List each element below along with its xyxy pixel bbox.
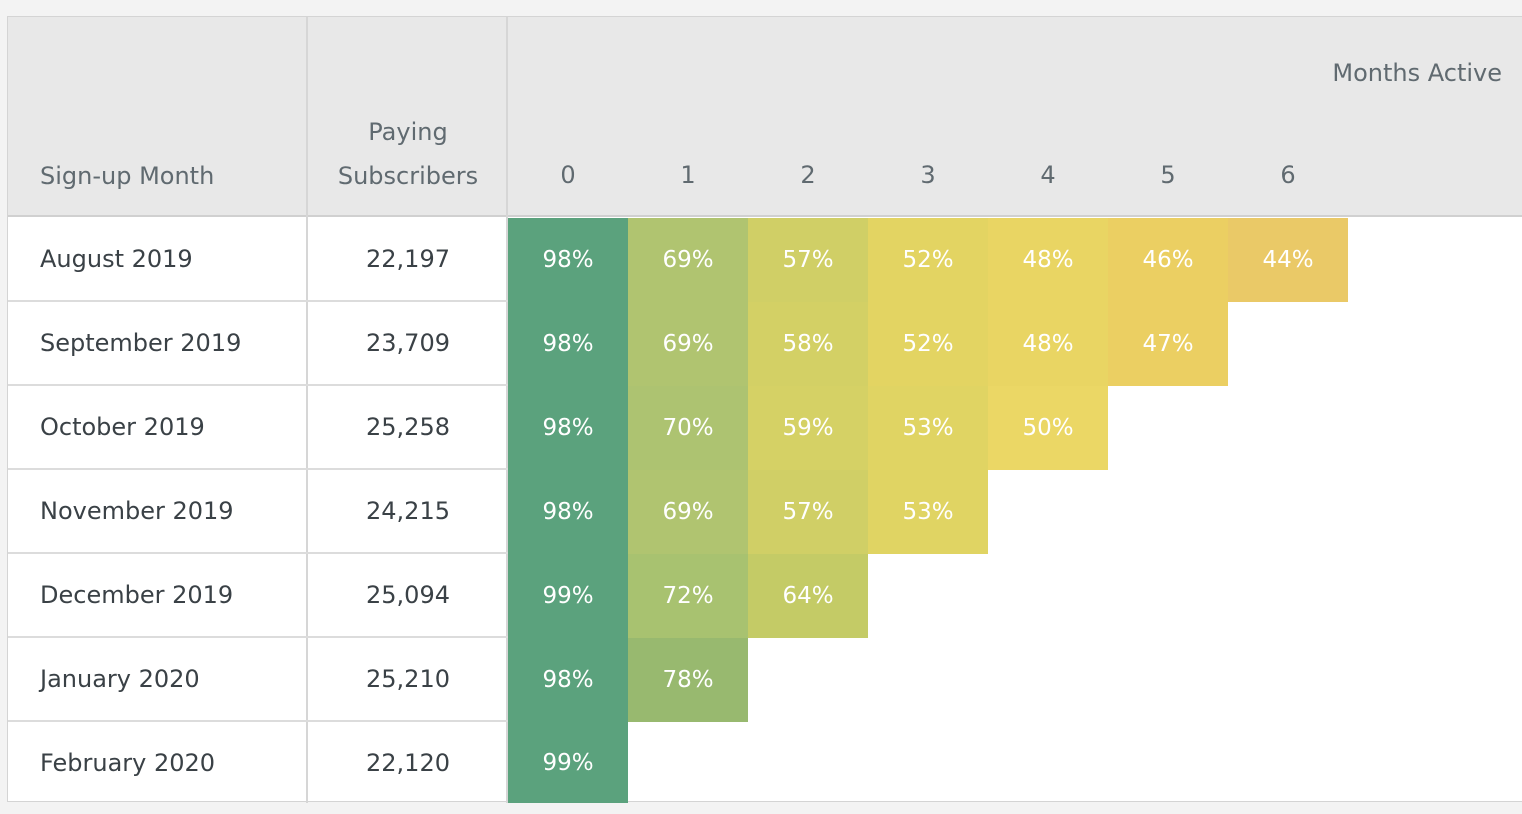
retention-cell: 53% <box>868 386 988 470</box>
retention-cell: 98% <box>508 218 628 302</box>
signup-month-label: October 2019 <box>40 413 205 441</box>
retention-cell: 50% <box>988 386 1108 470</box>
paying-subscribers-value: 25,094 <box>366 581 450 609</box>
retention-cell: 64% <box>748 554 868 638</box>
paying-subscribers-value: 25,258 <box>366 413 450 441</box>
header-months-active: Months Active <box>1332 59 1502 87</box>
retention-cell: 59% <box>748 386 868 470</box>
signup-month-label: February 2020 <box>40 749 216 777</box>
row-divider <box>8 468 508 470</box>
retention-cell: 99% <box>508 722 628 803</box>
months-active-tick-2: 2 <box>800 161 816 189</box>
months-active-tick-3: 3 <box>920 161 936 189</box>
signup-month-label: August 2019 <box>40 245 193 273</box>
retention-cell: 57% <box>748 218 868 302</box>
signup-month-label: January 2020 <box>40 665 200 693</box>
retention-cell: 52% <box>868 302 988 386</box>
header-signup-month: Sign-up Month <box>40 162 215 190</box>
retention-cell: 48% <box>988 302 1108 386</box>
signup-month-label: November 2019 <box>40 497 234 525</box>
paying-subscribers-value: 24,215 <box>366 497 450 525</box>
months-active-tick-5: 5 <box>1160 161 1176 189</box>
header-paying-line2: Subscribers <box>337 162 479 190</box>
months-active-tick-0: 0 <box>560 161 576 189</box>
paying-subscribers-value: 23,709 <box>366 329 450 357</box>
column-divider <box>506 17 508 803</box>
retention-cell: 98% <box>508 386 628 470</box>
months-active-tick-4: 4 <box>1040 161 1056 189</box>
paying-subscribers-value: 22,197 <box>366 245 450 273</box>
row-divider <box>8 384 508 386</box>
row-divider <box>8 720 508 722</box>
retention-cell: 98% <box>508 638 628 722</box>
retention-cell: 58% <box>748 302 868 386</box>
months-active-tick-1: 1 <box>680 161 696 189</box>
retention-cell: 44% <box>1228 218 1348 302</box>
retention-cell: 99% <box>508 554 628 638</box>
retention-cell: 47% <box>1108 302 1228 386</box>
header-paying-line1: Paying <box>368 118 448 146</box>
retention-cell: 48% <box>988 218 1108 302</box>
retention-cell: 72% <box>628 554 748 638</box>
retention-cell: 69% <box>628 470 748 554</box>
retention-cell: 53% <box>868 470 988 554</box>
months-active-tick-6: 6 <box>1280 161 1296 189</box>
table-header <box>8 17 1522 217</box>
signup-month-label: September 2019 <box>40 329 242 357</box>
row-divider <box>8 636 508 638</box>
paying-subscribers-value: 25,210 <box>366 665 450 693</box>
retention-cell: 98% <box>508 470 628 554</box>
row-divider <box>8 300 508 302</box>
retention-cell: 78% <box>628 638 748 722</box>
cohort-retention-table: Sign-up Month Paying Subscribers Months … <box>7 16 1522 803</box>
signup-month-label: December 2019 <box>40 581 234 609</box>
paying-subscribers-value: 22,120 <box>366 749 450 777</box>
retention-cell: 69% <box>628 218 748 302</box>
retention-cell: 69% <box>628 302 748 386</box>
row-divider <box>8 552 508 554</box>
retention-cell: 52% <box>868 218 988 302</box>
retention-cell: 70% <box>628 386 748 470</box>
retention-cell: 57% <box>748 470 868 554</box>
column-divider <box>306 17 308 803</box>
retention-cell: 98% <box>508 302 628 386</box>
retention-cell: 46% <box>1108 218 1228 302</box>
